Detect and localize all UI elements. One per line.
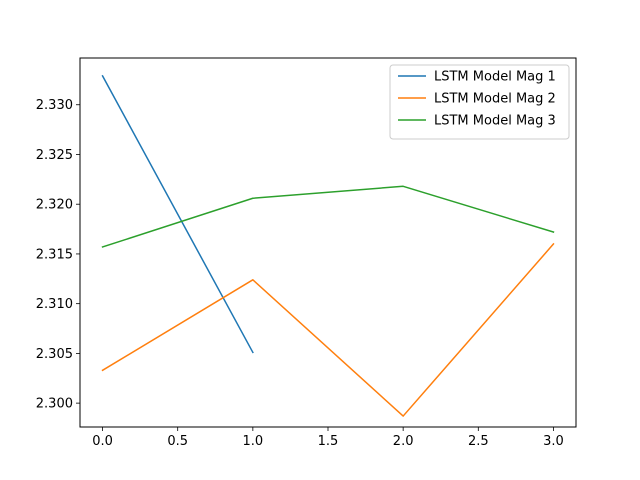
legend-label: LSTM Model Mag 2: [434, 92, 556, 107]
series-line-1: [101, 74, 254, 354]
x-tick-label: 1.0: [243, 434, 264, 449]
series-layer: [101, 74, 555, 417]
legend-box: [389, 64, 570, 140]
x-tick-label: 2.5: [468, 434, 489, 449]
legend: LSTM Model Mag 1 LSTM Model Mag 2 LSTM Mod…: [389, 64, 570, 140]
y-tick-label: 2.330: [36, 98, 73, 113]
y-tick-label: 2.320: [36, 198, 73, 213]
x-tick-label: 1.5: [318, 434, 339, 449]
x-tick-label: 2.0: [393, 434, 414, 449]
series-line-3: [101, 185, 555, 248]
y-tick-label: 2.325: [36, 148, 73, 163]
y-axis: 2.300 2.305 2.310 2.315 2.320 2.325 2.330: [36, 98, 80, 412]
series-line-2: [101, 242, 555, 417]
y-tick-label: 2.315: [36, 247, 73, 262]
x-axis: 0.0 0.5 1.0 1.5 2.0 2.5 3.0: [92, 427, 564, 449]
legend-label: LSTM Model Mag 1: [434, 70, 556, 85]
x-tick-label: 0.5: [167, 434, 188, 449]
legend-label: LSTM Model Mag 3: [434, 114, 556, 129]
y-tick-label: 2.300: [36, 397, 73, 412]
x-tick-label: 3.0: [543, 434, 564, 449]
x-tick-label: 0.0: [92, 434, 113, 449]
y-tick-label: 2.305: [36, 347, 73, 362]
y-tick-label: 2.310: [36, 297, 73, 312]
plot-frame: [79, 57, 577, 428]
